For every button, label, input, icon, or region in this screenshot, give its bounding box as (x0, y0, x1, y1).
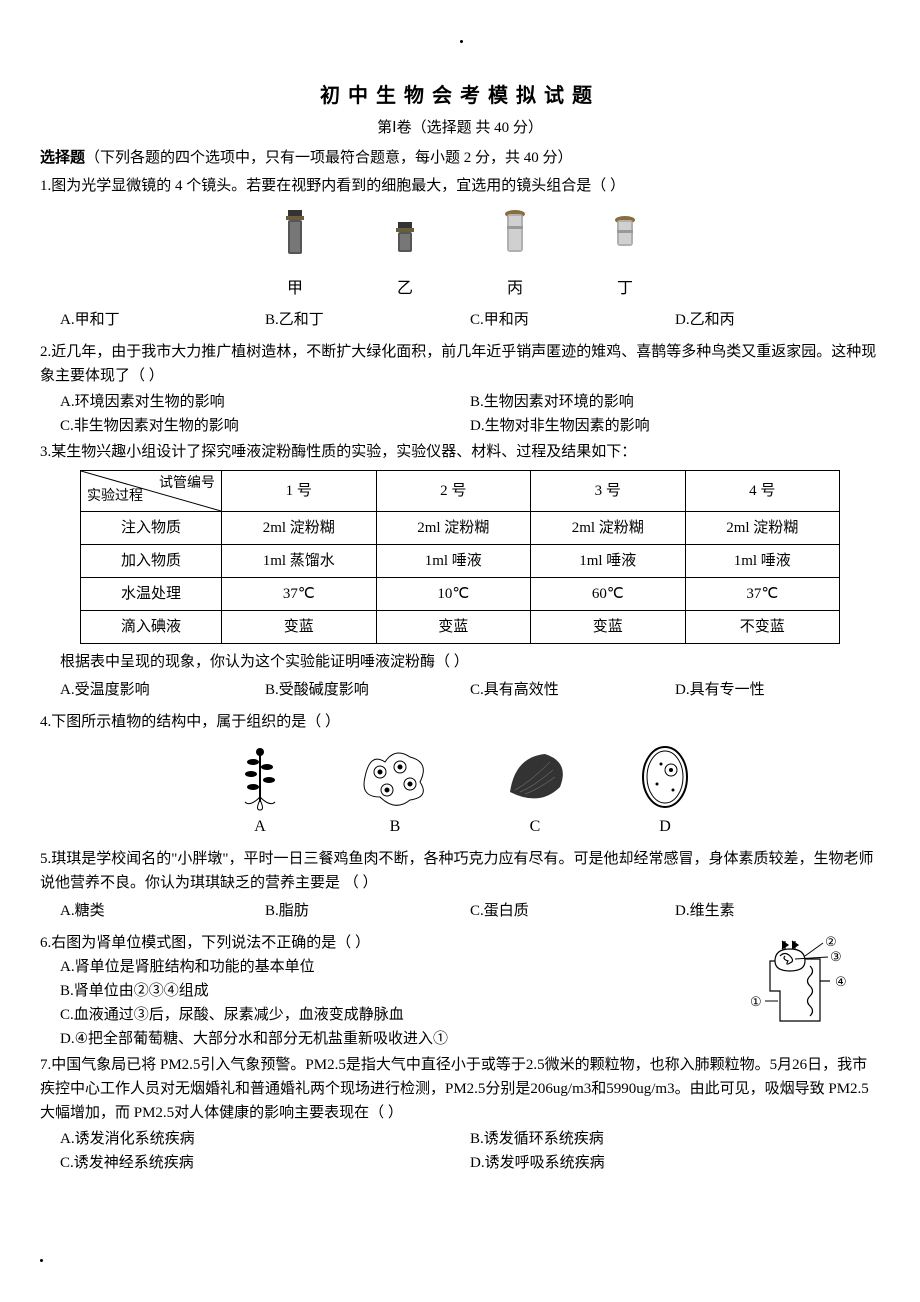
q1-lens-row: 甲 乙 丙 丁 (40, 208, 880, 302)
table-row: 滴入碘液 变蓝 变蓝 变蓝 不变蓝 (81, 610, 840, 643)
q2-opt-a: A.环境因素对生物的影响 (60, 390, 470, 414)
q1-opt-a: A.甲和丁 (60, 308, 265, 332)
q5-opt-b: B.脂肪 (265, 899, 470, 923)
table-row: 注入物质 2ml 淀粉糊 2ml 淀粉糊 2ml 淀粉糊 2ml 淀粉糊 (81, 511, 840, 544)
label-4: ④ (835, 974, 847, 989)
table-row: 加入物质 1ml 蒸馏水 1ml 唾液 1ml 唾液 1ml 唾液 (81, 544, 840, 577)
q3-col-1: 1 号 (222, 470, 377, 511)
plant-tissue-icon (355, 742, 435, 812)
q3-r1-c1: 1ml 唾液 (376, 544, 531, 577)
page-marker-top (460, 40, 463, 43)
eyepiece-lens-long-icon (500, 208, 530, 264)
q1-opt-b: B.乙和丁 (265, 308, 470, 332)
q3-r2-c3: 37℃ (685, 577, 840, 610)
q3-col-4: 4 号 (685, 470, 840, 511)
q3-r3-c3: 不变蓝 (685, 610, 840, 643)
q4-label-b: B (355, 814, 435, 840)
lens-label-2: 丙 (500, 276, 530, 302)
q2-opt-b: B.生物因素对环境的影响 (470, 390, 880, 414)
q3-opt-c: C.具有高效性 (470, 678, 675, 702)
q7-text: 7.中国气象局已将 PM2.5引入气象预警。PM2.5是指大气中直径小于或等于2… (40, 1053, 880, 1125)
q3-r2-label: 水温处理 (81, 577, 222, 610)
q5-opt-d: D.维生素 (675, 899, 880, 923)
q3-r1-c0: 1ml 蒸馏水 (222, 544, 377, 577)
q3-opt-a: A.受温度影响 (60, 678, 265, 702)
leaf-icon (495, 742, 575, 812)
q2-options: A.环境因素对生物的影响 B.生物因素对环境的影响 C.非生物因素对生物的影响 … (60, 390, 880, 438)
q3-r1-c2: 1ml 唾液 (531, 544, 686, 577)
exam-title: 初中生物会考模拟试题 (40, 80, 880, 112)
q3-r3-label: 滴入碘液 (81, 610, 222, 643)
q3-opt-d: D.具有专一性 (675, 678, 880, 702)
q5-options: A.糖类 B.脂肪 C.蛋白质 D.维生素 (60, 899, 880, 923)
q4-images: A B C D (40, 742, 880, 840)
q7-options: A.诱发消化系统疾病 B.诱发循环系统疾病 C.诱发神经系统疾病 D.诱发呼吸系… (60, 1127, 880, 1175)
q3-col-3: 3 号 (531, 470, 686, 511)
page-marker-bottom (40, 1259, 43, 1262)
section-subtitle: 第Ⅰ卷（选择题 共 40 分） (40, 116, 880, 140)
lens-label-0: 甲 (280, 276, 310, 302)
objective-lens-long-icon (280, 208, 310, 264)
q3-header-bot: 实验过程 (87, 486, 143, 508)
q3-options: A.受温度影响 B.受酸碱度影响 C.具有高效性 D.具有专一性 (60, 678, 880, 702)
q7-opt-a: A.诱发消化系统疾病 (60, 1127, 470, 1151)
q3-r1-c3: 1ml 唾液 (685, 544, 840, 577)
q3-r0-c1: 2ml 淀粉糊 (376, 511, 531, 544)
q2-text: 2.近几年，由于我市大力推广植树造林，不断扩大绿化面积，前几年近乎销声匿迹的雉鸡… (40, 340, 880, 388)
q4-label-c: C (495, 814, 575, 840)
q4-label-a: A (225, 814, 295, 840)
q3-text: 3.某生物兴趣小组设计了探究唾液淀粉酶性质的实验，实验仪器、材料、过程及结果如下… (40, 440, 880, 464)
q3-r0-c2: 2ml 淀粉糊 (531, 511, 686, 544)
q3-r2-c2: 60℃ (531, 577, 686, 610)
q7-opt-b: B.诱发循环系统疾病 (470, 1127, 880, 1151)
lens-bing: 丙 (500, 208, 530, 302)
q4-label-d: D (635, 814, 695, 840)
q3-r3-c1: 变蓝 (376, 610, 531, 643)
q7-opt-d: D.诱发呼吸系统疾病 (470, 1151, 880, 1175)
q1-opt-c: C.甲和丙 (470, 308, 675, 332)
q2-opt-c: C.非生物因素对生物的影响 (60, 414, 470, 438)
q5-opt-a: A.糖类 (60, 899, 265, 923)
table-row: 水温处理 37℃ 10℃ 60℃ 37℃ (81, 577, 840, 610)
q3-r3-c2: 变蓝 (531, 610, 686, 643)
lens-ding: 丁 (610, 208, 640, 302)
instruction-line: 选择题（下列各题的四个选项中，只有一项最符合题意，每小题 2 分，共 40 分） (40, 146, 880, 170)
q3-r0-c3: 2ml 淀粉糊 (685, 511, 840, 544)
lens-label-3: 丁 (610, 276, 640, 302)
lens-jia: 甲 (280, 208, 310, 302)
lens-label-1: 乙 (390, 276, 420, 302)
q7-opt-c: C.诱发神经系统疾病 (60, 1151, 470, 1175)
label-1: ① (750, 994, 762, 1009)
plant-whole-icon (225, 742, 295, 812)
q3-conclusion: 根据表中呈现的现象，你认为这个实验能证明唾液淀粉酶（ ） (60, 650, 880, 674)
q3-r2-c0: 37℃ (222, 577, 377, 610)
q5-text: 5.琪琪是学校闻名的"小胖墩"，平时一日三餐鸡鱼肉不断，各种巧克力应有尽有。可是… (40, 847, 880, 895)
q5-opt-c: C.蛋白质 (470, 899, 675, 923)
q6-wrapper: ② ③ ④ ① 6.右图为肾单位模式图，下列说法不正确的是（ ） A.肾单位是肾… (40, 931, 880, 1051)
q4-text: 4.下图所示植物的结构中，属于组织的是（ ） (40, 710, 880, 734)
label-2: ② (825, 934, 837, 949)
objective-lens-short-icon (390, 208, 420, 264)
q2-opt-d: D.生物对非生物因素的影响 (470, 414, 880, 438)
q3-header-top: 试管编号 (159, 473, 215, 495)
eyepiece-lens-short-icon (610, 208, 640, 264)
q1-options: A.甲和丁 B.乙和丁 C.甲和丙 D.乙和丙 (60, 308, 880, 332)
lens-yi: 乙 (390, 208, 420, 302)
q3-table: 试管编号 实验过程 1 号 2 号 3 号 4 号 注入物质 2ml 淀粉糊 2… (80, 470, 840, 644)
q3-r0-c0: 2ml 淀粉糊 (222, 511, 377, 544)
nephron-diagram-icon: ② ③ ④ ① (730, 931, 870, 1051)
q3-header-diag: 试管编号 实验过程 (81, 470, 222, 511)
q3-r1-label: 加入物质 (81, 544, 222, 577)
q3-r0-label: 注入物质 (81, 511, 222, 544)
instruction-rest: （下列各题的四个选项中，只有一项最符合题意，每小题 2 分，共 40 分） (85, 150, 573, 166)
q1-text: 1.图为光学显微镜的 4 个镜头。若要在视野内看到的细胞最大，宜选用的镜头组合是… (40, 174, 880, 198)
label-3: ③ (830, 949, 842, 964)
instruction-bold: 选择题 (40, 150, 85, 166)
q3-r3-c0: 变蓝 (222, 610, 377, 643)
q3-opt-b: B.受酸碱度影响 (265, 678, 470, 702)
q3-r2-c1: 10℃ (376, 577, 531, 610)
q3-col-2: 2 号 (376, 470, 531, 511)
q1-opt-d: D.乙和丙 (675, 308, 880, 332)
plant-cell-icon (635, 742, 695, 812)
